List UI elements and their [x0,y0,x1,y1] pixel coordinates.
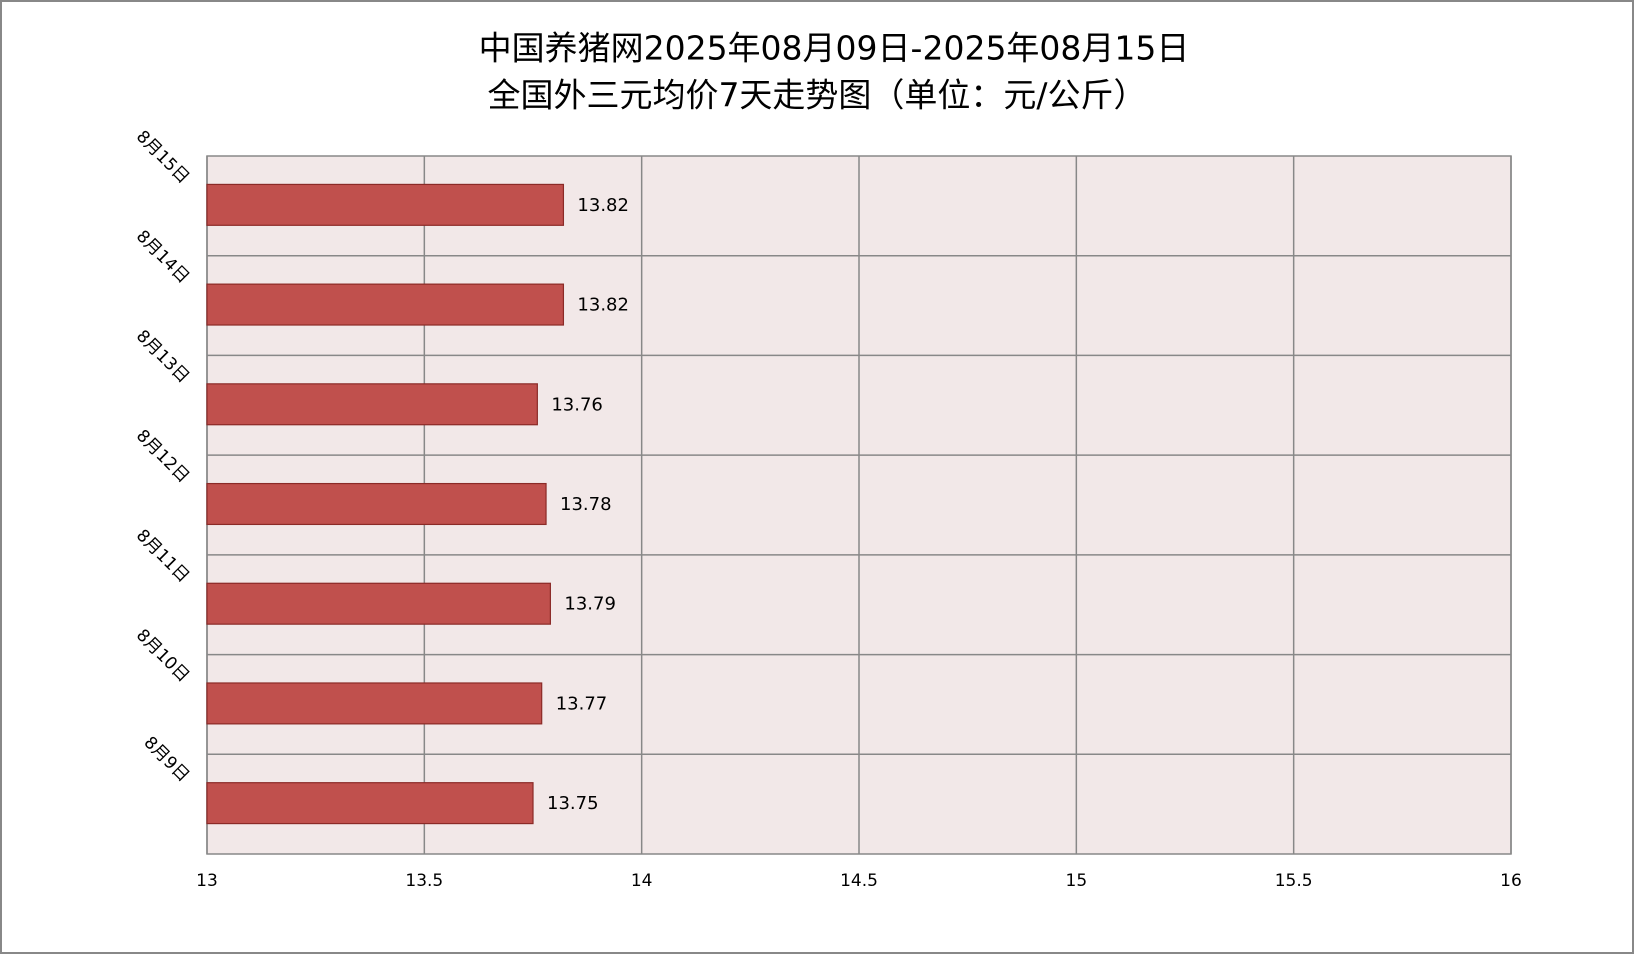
value-label: 13.77 [556,693,608,714]
x-tick-label: 15.5 [1275,871,1313,891]
value-label: 13.82 [577,195,629,216]
value-label: 13.82 [577,295,629,316]
bar [206,582,551,625]
x-tick-label: 16 [1500,871,1522,891]
bar [206,383,538,426]
bar [206,482,547,526]
value-label: 13.76 [551,394,603,415]
bar [206,782,534,825]
bar [206,183,565,226]
chart-title: 全国外三元均价7天走势图（单位：元/公斤） [487,76,1146,115]
x-tick-label: 13 [196,871,218,891]
value-label: 13.75 [547,793,599,814]
x-tick-label: 14 [631,871,653,891]
x-tick-label: 15 [1066,871,1088,891]
x-tick-label: 14.5 [840,871,878,891]
value-label: 13.78 [560,494,612,515]
bar [206,682,543,725]
value-label: 13.79 [564,594,616,615]
x-tick-label: 13.5 [405,871,443,891]
chart-title: 中国养猪网2025年08月09日-2025年08月15日 [479,29,1190,68]
bar [206,283,565,326]
